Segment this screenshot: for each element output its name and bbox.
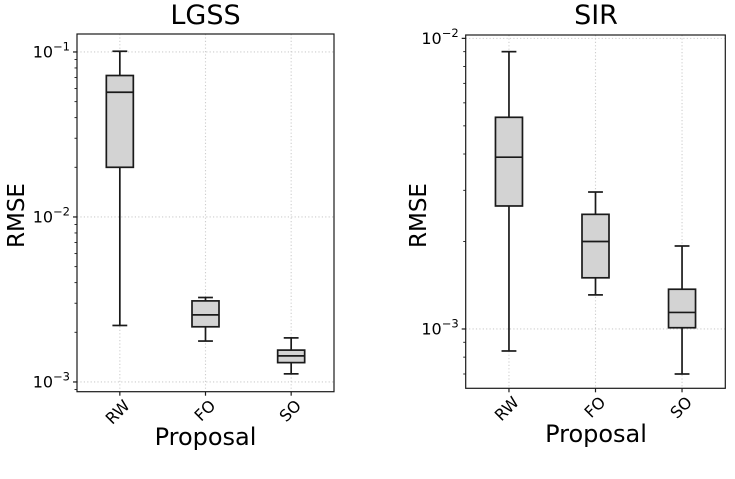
category-label-SO: SO [666, 393, 696, 423]
lgss-title: LGSS [170, 0, 241, 31]
category-label-SO: SO [275, 396, 305, 426]
sir-title: SIR [574, 0, 618, 31]
y-tick-label: 10−3 [421, 316, 458, 338]
sir-plot: 10−210−3RW FO SO [421, 26, 726, 425]
y-tick-label: 10−2 [33, 204, 70, 226]
category-label-FO: FO [580, 393, 609, 422]
box-FO [191, 300, 220, 328]
y-tick-label: 10−1 [33, 39, 70, 61]
box-RW [494, 116, 524, 207]
box-SO [667, 288, 697, 329]
lgss-ylabel: RMSE [4, 183, 30, 248]
sir-ylabel: RMSE [406, 183, 432, 248]
plot-border [465, 34, 726, 389]
box-FO [581, 213, 610, 279]
y-tick-label: 10−2 [421, 26, 458, 48]
y-tick-label: 10−3 [33, 369, 70, 391]
lgss-plot: 10−110−210−3RW FO SO [33, 33, 335, 428]
box-RW [105, 74, 135, 169]
plot-border [76, 33, 335, 393]
sir-xlabel: Proposal [545, 420, 647, 448]
category-label-FO: FO [190, 396, 219, 425]
lgss-xlabel: Proposal [154, 423, 257, 451]
